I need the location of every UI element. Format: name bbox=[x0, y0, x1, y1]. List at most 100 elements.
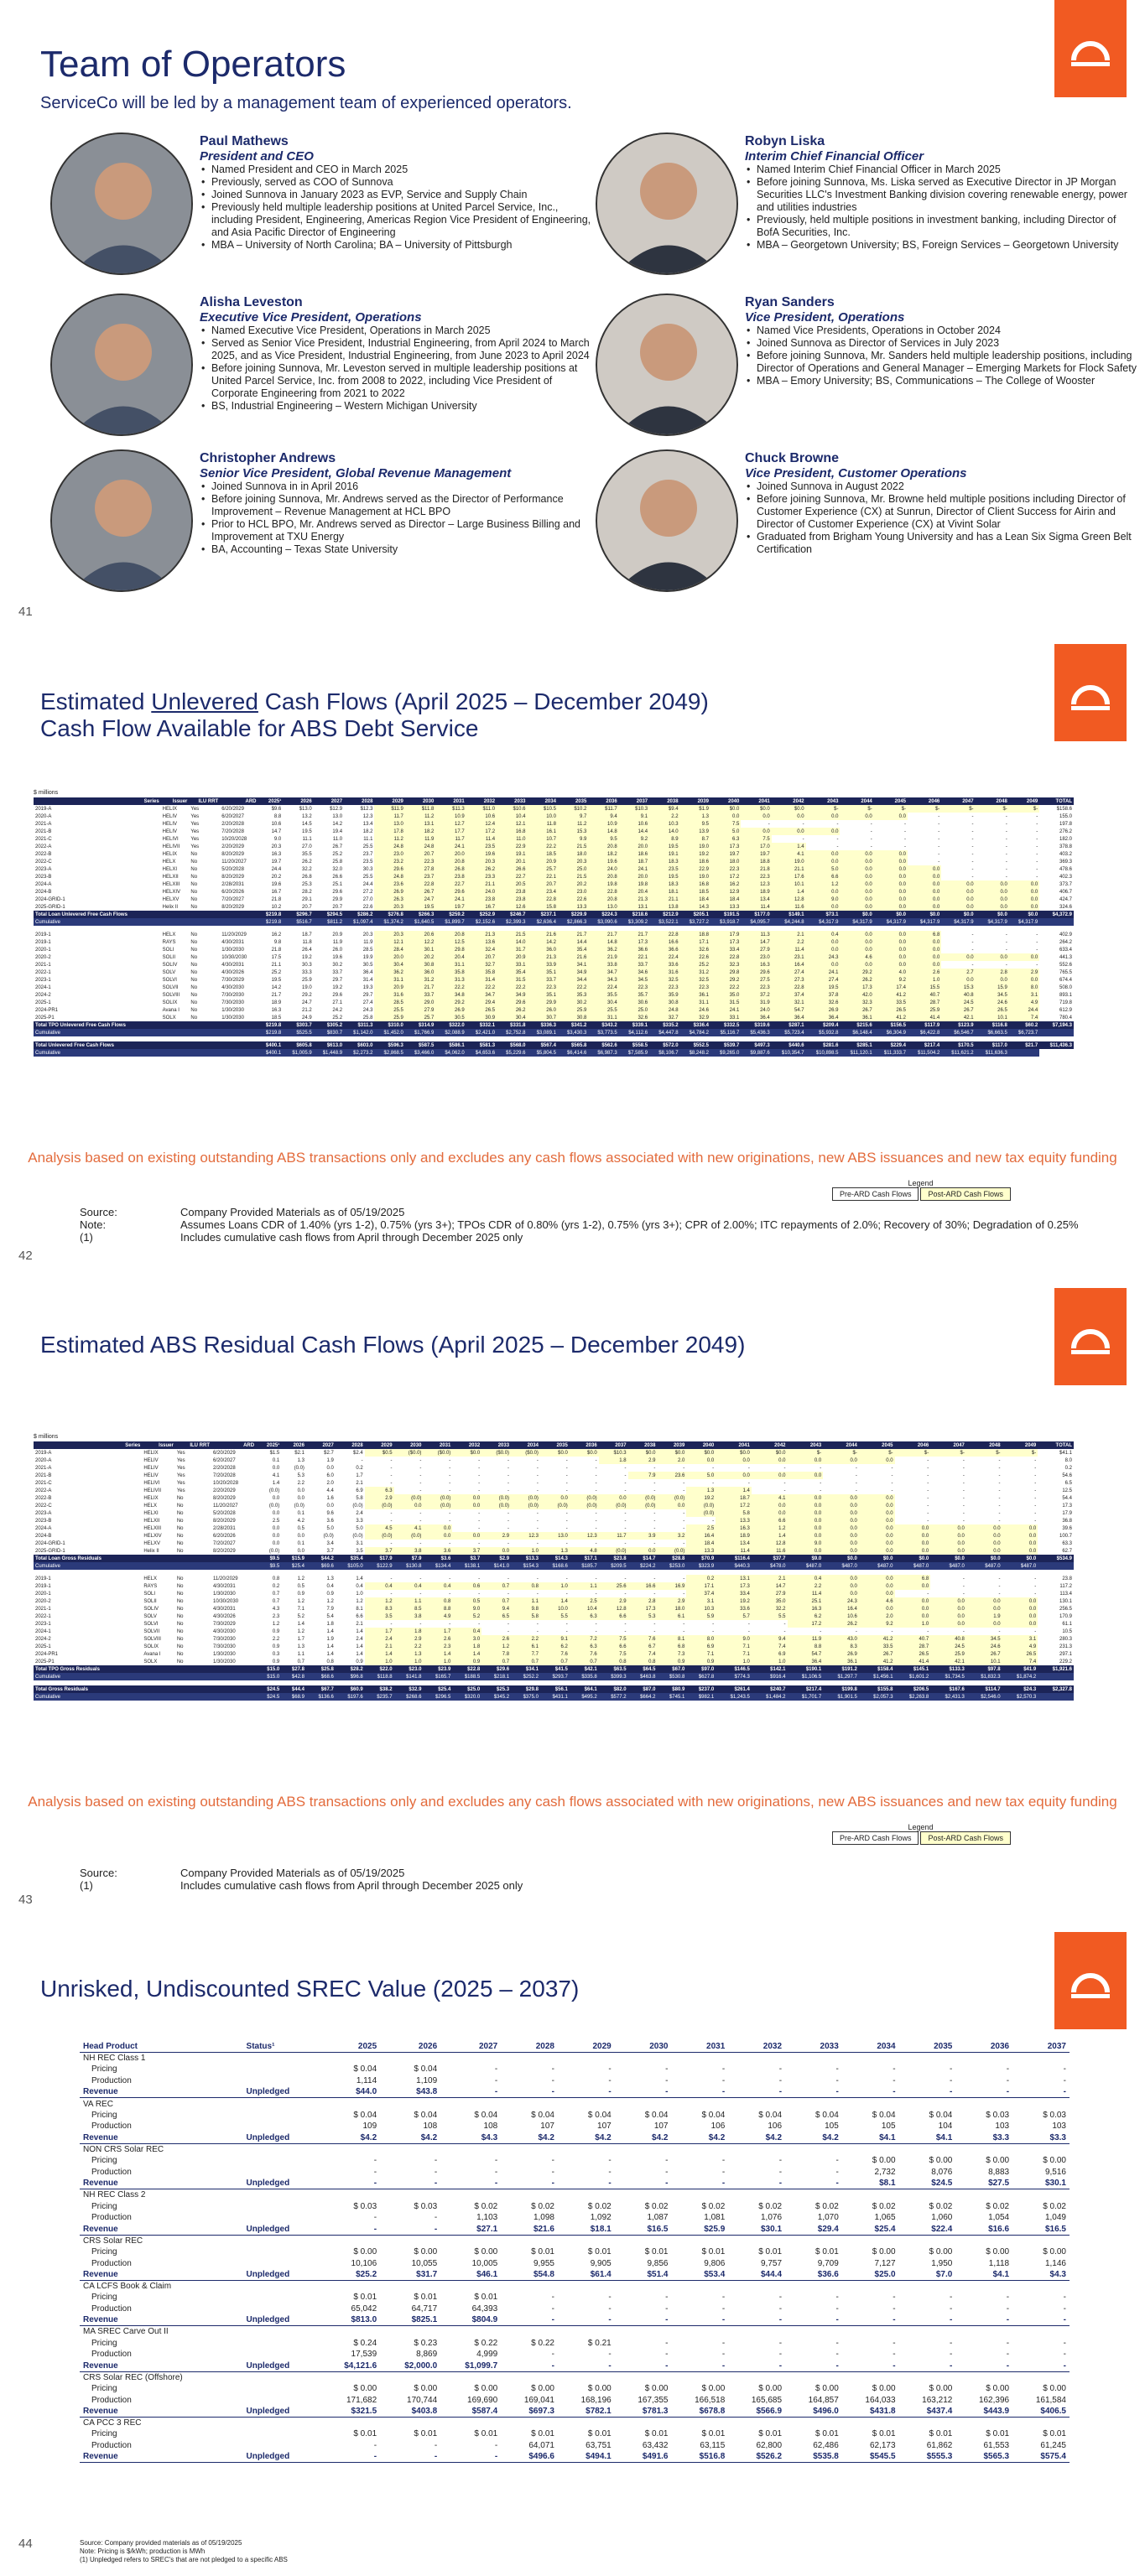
column-header: 2037 bbox=[618, 797, 650, 805]
table-cell: 18.5 bbox=[527, 850, 558, 858]
table-cell: $697.3 bbox=[501, 2406, 558, 2418]
srec-row: NON CRS Solar REC bbox=[80, 2143, 1070, 2155]
table-cell: - bbox=[595, 1510, 597, 1516]
table-cell: $487.0 bbox=[823, 1562, 859, 1570]
table-cell: 0.0 bbox=[965, 1605, 1002, 1613]
table-cell: $82.0 bbox=[613, 1686, 627, 1692]
table-cell: - bbox=[507, 1591, 510, 1597]
table-cell: - bbox=[927, 1457, 929, 1463]
page-number: 41 bbox=[18, 605, 33, 619]
srec-row: Revenue Unpledged - - - - - - - - - $8.1 $24.5 $27.5 $… bbox=[80, 2178, 1070, 2190]
table-cell: $3.6 bbox=[440, 1555, 451, 1561]
table-cell: No bbox=[190, 939, 198, 945]
table-cell: 10.5 bbox=[1062, 1628, 1072, 1634]
table-cell: 26.7 bbox=[965, 1650, 1002, 1658]
table-cell: 25.7 bbox=[527, 865, 558, 873]
table-cell: $205.1 bbox=[693, 911, 709, 917]
column-header: 2034 bbox=[841, 2041, 899, 2054]
table-cell: - bbox=[927, 1510, 929, 1516]
table-cell: - bbox=[565, 1480, 568, 1486]
table-cell: 0.3 bbox=[272, 1651, 280, 1657]
table-cell: 2.4 bbox=[364, 1635, 394, 1643]
table-row: 2021-A HELIV Yes 2/20/2028 0.0 (0.0) 0.0 0.2- - -… bbox=[34, 1464, 1074, 1472]
table-cell: 0.7 bbox=[297, 1659, 304, 1665]
table-cell: 29.8 bbox=[435, 946, 466, 953]
table-cell: $44.0 bbox=[320, 2086, 381, 2099]
table-cell: $ 0.04 bbox=[474, 2110, 498, 2120]
table-cell: $191.2 bbox=[841, 1666, 857, 1672]
table-cell: $ 0.01 bbox=[531, 2246, 554, 2257]
table-cell: - bbox=[778, 2167, 783, 2177]
table-cell: - bbox=[683, 1510, 685, 1516]
table-cell: 26.8 bbox=[301, 874, 312, 880]
table-cell: 21.1 bbox=[271, 962, 282, 968]
table-cell: 8.1 bbox=[657, 1635, 687, 1643]
table-cell bbox=[558, 2189, 615, 2201]
table-cell: - bbox=[419, 1576, 422, 1581]
table-cell: $ 0.01 bbox=[1043, 2429, 1066, 2439]
table-cell: - bbox=[478, 1576, 481, 1581]
table-cell: 26.2 bbox=[497, 1006, 528, 1014]
tot-row: Total Gross Residuals $24.5 $44.4 $67.7 $60.… bbox=[34, 1685, 1074, 1693]
table-cell: 22.8 bbox=[404, 880, 436, 888]
table-cell: 21.1 bbox=[649, 896, 680, 903]
table-cell: 17.9 bbox=[710, 931, 742, 938]
table-cell: 0.0 bbox=[823, 1532, 859, 1540]
table-cell: Production bbox=[91, 2122, 132, 2132]
table-cell: - bbox=[949, 2303, 953, 2314]
table-cell bbox=[1012, 2418, 1070, 2429]
table-cell: $11,636.3 bbox=[975, 1049, 1009, 1057]
table-cell: $294.5 bbox=[326, 911, 343, 917]
table-cell: $311.3 bbox=[357, 1022, 373, 1028]
table-cell: - bbox=[390, 1457, 393, 1463]
table-cell bbox=[955, 2053, 1012, 2064]
table-cell: - bbox=[494, 2167, 498, 2177]
table-cell: 0.0 bbox=[941, 953, 976, 961]
table-cell: No bbox=[190, 859, 198, 865]
table-cell: 0.0 bbox=[840, 961, 874, 969]
table-cell: 36.6 bbox=[618, 946, 650, 953]
table-cell: 164,033 bbox=[865, 2395, 896, 2405]
table-cell: $35.4 bbox=[350, 1555, 363, 1561]
table-cell: $- bbox=[823, 1449, 859, 1457]
table-cell: $605.8 bbox=[296, 1042, 312, 1048]
table-cell: - bbox=[1034, 1472, 1037, 1478]
table-cell: $4.3 bbox=[440, 2132, 502, 2144]
table-cell: Cumulative bbox=[34, 918, 161, 926]
table-cell: No bbox=[190, 851, 198, 857]
table-cell: $ 0.04 bbox=[531, 2110, 554, 2120]
table-cell: 0.0 bbox=[840, 880, 874, 888]
table-cell: 24.2 bbox=[332, 1007, 343, 1013]
table-cell: 14.0 bbox=[649, 828, 680, 835]
table-cell: $2.7 bbox=[324, 1450, 334, 1456]
table-cell: - bbox=[802, 836, 804, 842]
table-cell: $2,752.8 bbox=[497, 1029, 528, 1036]
table-cell: 2020-2 bbox=[35, 1598, 51, 1604]
srec-row: Revenue Unpledged $25.2 $31.7 $46.1 $54.8 $61.… bbox=[80, 2268, 1070, 2281]
table-cell: 2023-1 bbox=[35, 977, 51, 983]
table-cell: HELXV bbox=[162, 896, 180, 902]
table-cell bbox=[142, 1673, 175, 1680]
table-cell: 23.0 bbox=[557, 888, 589, 896]
table-cell: $32.9 bbox=[409, 1686, 422, 1692]
table-cell: 7.6 bbox=[627, 1635, 658, 1643]
table-cell: 26.6 bbox=[332, 874, 343, 880]
table-cell: No bbox=[190, 904, 198, 910]
table-cell: - bbox=[536, 1576, 539, 1581]
table-cell: 20.3 bbox=[466, 858, 497, 865]
table-cell: $16.5 bbox=[1012, 2223, 1070, 2236]
srec-row: Pricing $ 0.03 $ 0.03 $ 0.02 $ 0.02 $ 0.02 $ 0… bbox=[80, 2200, 1070, 2212]
table-cell: 1.4 bbox=[272, 1480, 280, 1486]
table-cell: 17,539 bbox=[351, 2350, 377, 2360]
table-cell: 10.9 bbox=[588, 820, 619, 828]
table-cell: - bbox=[955, 2314, 1013, 2327]
table-cell: 12.3 bbox=[741, 880, 772, 888]
table-cell: $41.5 bbox=[554, 1666, 568, 1672]
table-cell: 27.4 bbox=[771, 969, 806, 976]
table-cell: 11/20/2027 bbox=[213, 1503, 238, 1509]
table-cell: 2.8 bbox=[975, 969, 1009, 976]
table-cell: - bbox=[721, 2167, 726, 2177]
table-cell: $276.8 bbox=[388, 911, 403, 917]
table-cell: $ 0.03 bbox=[414, 2201, 438, 2211]
table-cell: - bbox=[665, 2064, 669, 2075]
